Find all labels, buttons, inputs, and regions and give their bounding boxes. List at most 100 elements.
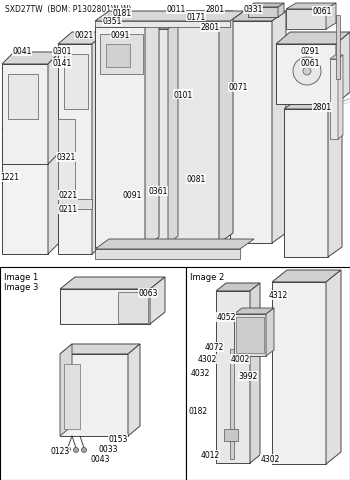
Polygon shape (145, 18, 159, 248)
Text: 0181: 0181 (112, 10, 132, 18)
Text: 2801: 2801 (205, 5, 225, 14)
Polygon shape (152, 30, 168, 244)
Polygon shape (272, 282, 326, 464)
Text: 4002: 4002 (230, 355, 250, 364)
Text: 4032: 4032 (190, 369, 210, 378)
Polygon shape (58, 200, 92, 210)
Text: 0351: 0351 (102, 17, 122, 26)
Polygon shape (64, 55, 88, 110)
Polygon shape (219, 12, 233, 243)
Text: 4302: 4302 (260, 455, 280, 464)
Polygon shape (326, 4, 336, 30)
Text: Image 1: Image 1 (4, 273, 38, 281)
Text: 0081: 0081 (187, 175, 206, 184)
Polygon shape (248, 8, 278, 18)
Circle shape (303, 68, 311, 76)
Polygon shape (216, 283, 260, 291)
Text: 0021: 0021 (75, 30, 94, 39)
Text: 0043: 0043 (90, 455, 110, 464)
Polygon shape (266, 308, 274, 356)
Polygon shape (128, 344, 140, 436)
Text: 4012: 4012 (201, 451, 220, 459)
Text: 4072: 4072 (204, 343, 224, 352)
Polygon shape (2, 65, 48, 165)
Polygon shape (286, 10, 326, 30)
Polygon shape (152, 22, 178, 30)
Polygon shape (95, 240, 254, 250)
Polygon shape (173, 12, 233, 22)
Polygon shape (276, 33, 350, 45)
Circle shape (82, 447, 86, 453)
Polygon shape (272, 270, 341, 282)
Polygon shape (58, 33, 106, 45)
Polygon shape (234, 308, 274, 314)
Circle shape (74, 447, 78, 453)
Text: 0123: 0123 (50, 446, 70, 456)
Polygon shape (328, 100, 342, 257)
Polygon shape (95, 250, 240, 260)
Polygon shape (60, 354, 128, 436)
Polygon shape (2, 118, 60, 130)
Polygon shape (224, 429, 238, 441)
Polygon shape (330, 56, 343, 60)
Text: 0361: 0361 (148, 187, 168, 196)
Text: 0091: 0091 (122, 191, 142, 200)
Text: 0063: 0063 (138, 289, 158, 298)
Polygon shape (284, 100, 342, 110)
Circle shape (293, 58, 321, 86)
Polygon shape (95, 12, 244, 22)
Polygon shape (286, 4, 336, 10)
Text: 3992: 3992 (238, 372, 258, 381)
Text: 4302: 4302 (197, 355, 217, 364)
Polygon shape (234, 314, 266, 356)
Polygon shape (106, 45, 130, 68)
Polygon shape (230, 12, 286, 22)
Text: 0101: 0101 (173, 90, 193, 99)
Polygon shape (95, 22, 230, 28)
Text: 0153: 0153 (108, 434, 128, 444)
Text: SXD27TW  (BOM: P1302801W W): SXD27TW (BOM: P1302801W W) (5, 5, 131, 14)
Text: 2801: 2801 (201, 24, 219, 33)
Polygon shape (330, 60, 338, 140)
Polygon shape (230, 349, 234, 459)
Polygon shape (60, 289, 150, 324)
Polygon shape (60, 277, 165, 289)
Text: 0301: 0301 (52, 48, 72, 56)
Polygon shape (250, 283, 260, 463)
Polygon shape (2, 130, 48, 254)
Polygon shape (336, 16, 340, 80)
Polygon shape (168, 22, 178, 244)
Text: 0211: 0211 (58, 205, 78, 214)
Polygon shape (48, 53, 60, 165)
Polygon shape (95, 28, 145, 248)
Text: 0071: 0071 (228, 84, 248, 92)
Text: 0291: 0291 (300, 48, 320, 56)
Text: 0331: 0331 (243, 5, 263, 14)
Text: 0033: 0033 (98, 444, 118, 454)
Text: 0061: 0061 (312, 8, 332, 16)
Polygon shape (48, 118, 60, 254)
Text: 0041: 0041 (12, 48, 32, 56)
Polygon shape (60, 344, 72, 436)
Text: 0182: 0182 (188, 407, 208, 416)
Polygon shape (338, 56, 343, 140)
Polygon shape (118, 292, 148, 324)
Polygon shape (2, 53, 60, 65)
Polygon shape (326, 270, 341, 464)
Polygon shape (216, 291, 250, 463)
Text: 1221: 1221 (0, 173, 20, 182)
Text: 4312: 4312 (268, 291, 288, 300)
Polygon shape (150, 277, 165, 324)
Text: 0091: 0091 (110, 30, 130, 39)
Polygon shape (58, 120, 75, 200)
Polygon shape (92, 33, 106, 254)
Text: 0171: 0171 (187, 12, 206, 22)
Polygon shape (64, 364, 80, 429)
Text: 0011: 0011 (166, 5, 186, 14)
Polygon shape (272, 12, 286, 243)
Polygon shape (284, 110, 328, 257)
Polygon shape (278, 4, 284, 18)
Polygon shape (8, 75, 38, 120)
Polygon shape (95, 18, 159, 28)
Polygon shape (336, 33, 350, 105)
